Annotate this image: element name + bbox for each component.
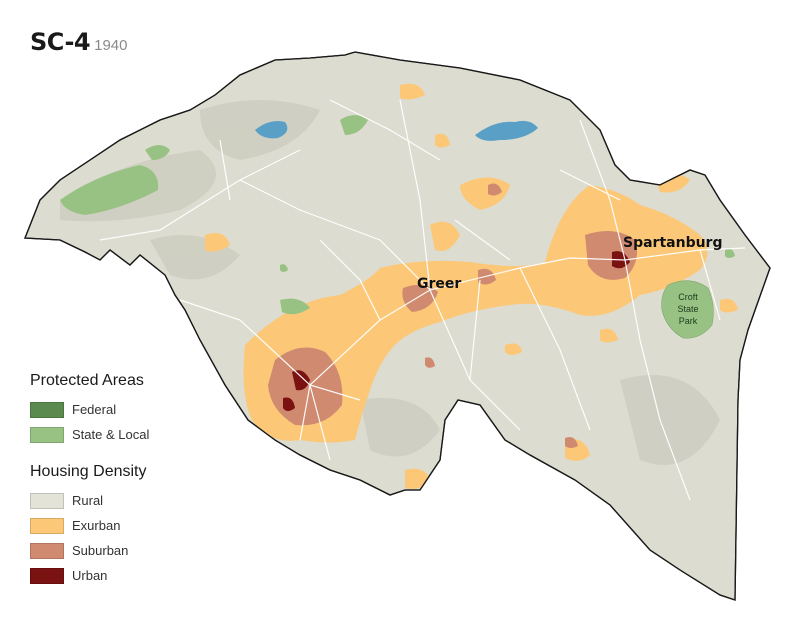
district-border: [24, 51, 771, 601]
park-label-line: Croft: [678, 292, 698, 302]
legend-swatch: [30, 567, 64, 584]
state-local-lands: [145, 145, 170, 160]
state-local-lands: [280, 264, 288, 272]
croft-state-park-label: Croft State Park: [677, 292, 698, 326]
legend-label: Exurban: [72, 518, 121, 533]
map-year: 1940: [94, 37, 128, 54]
legend-label: Urban: [72, 568, 108, 583]
map-title: SC-4: [30, 28, 91, 56]
map-title-block: SC-4 1940: [30, 28, 127, 56]
state-local-lands: [725, 248, 735, 258]
legend-swatch: [30, 492, 64, 509]
water-bodies: [255, 120, 538, 141]
legend-item-state-local: State & Local: [30, 422, 149, 447]
city-label-greer: Greer: [417, 276, 461, 292]
legend-swatch: [30, 401, 64, 418]
legend-protected-areas: Protected Areas Federal State & Local: [30, 372, 149, 447]
legend-label: Federal: [72, 402, 117, 417]
legend-housing-density: Housing Density Rural Exurban Suburban U…: [30, 463, 147, 588]
legend-swatch: [30, 426, 64, 443]
legend-label: Rural: [72, 493, 104, 508]
state-local-lands: [340, 115, 368, 135]
legend-item-urban: Urban: [30, 563, 147, 588]
road-network: [99, 99, 746, 501]
legend-item-rural: Rural: [30, 488, 147, 513]
city-label-spartanburg: Spartanburg: [623, 235, 722, 251]
state-local-lands: [60, 165, 159, 215]
protected-areas: [60, 115, 735, 339]
legend-item-federal: Federal: [30, 397, 149, 422]
legend-swatch: [30, 517, 64, 534]
park-label-line: Park: [679, 316, 698, 326]
park-label-line: State: [677, 304, 698, 314]
legend-item-suburban: Suburban: [30, 538, 147, 563]
legend-label: Suburban: [72, 543, 129, 558]
legend-heading: Protected Areas: [30, 372, 144, 389]
legend-item-exurban: Exurban: [30, 513, 147, 538]
state-local-lands: [280, 298, 310, 315]
legend-swatch: [30, 542, 64, 559]
urban-areas: [283, 251, 630, 411]
legend-heading: Housing Density: [30, 463, 147, 480]
legend-label: State & Local: [72, 427, 150, 442]
croft-state-park: [661, 280, 714, 339]
